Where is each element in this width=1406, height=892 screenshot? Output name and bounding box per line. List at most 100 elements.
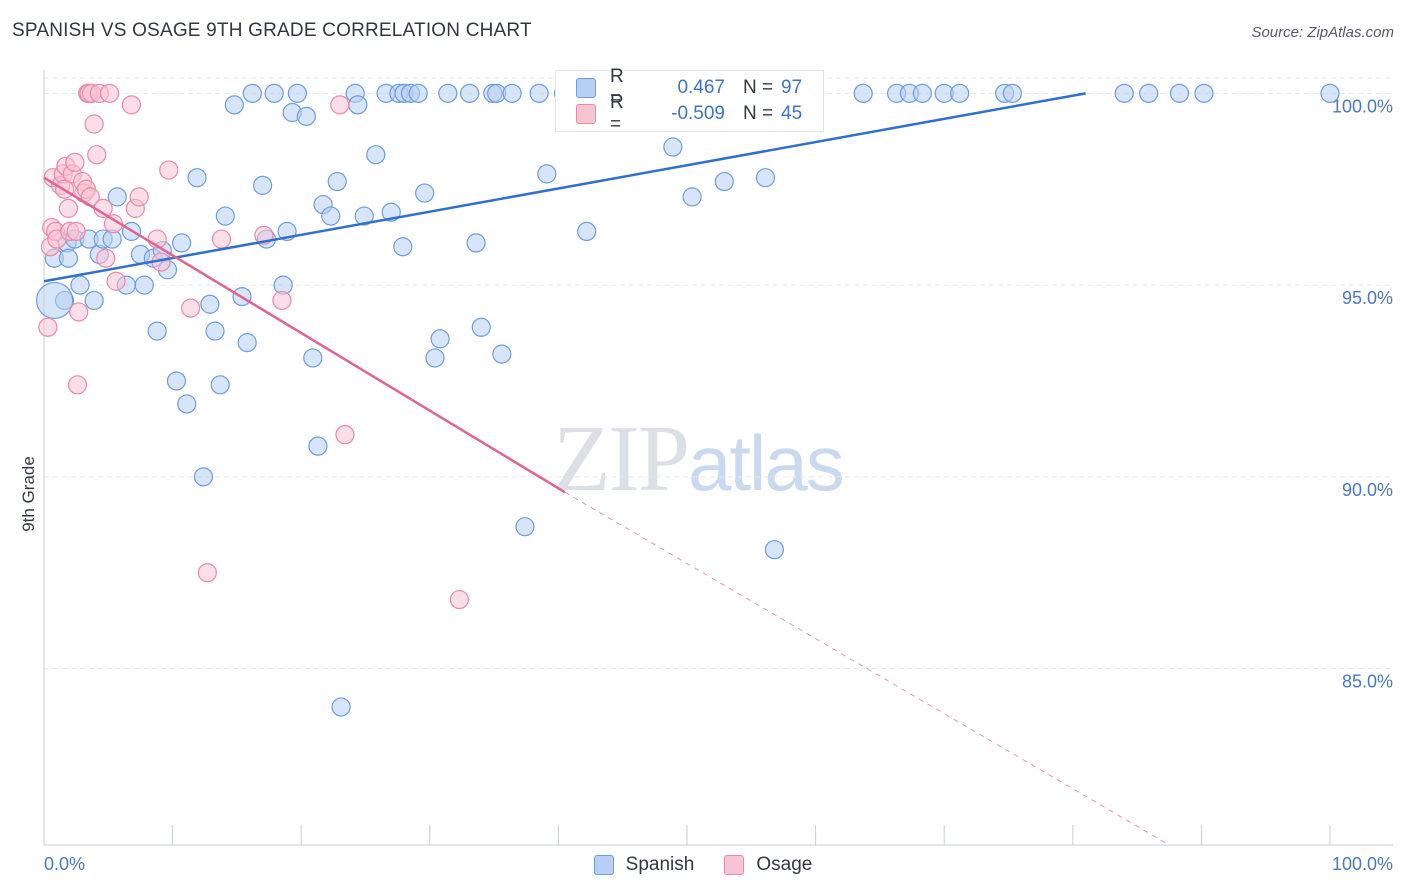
n-label: N =	[743, 77, 774, 98]
osage-point	[66, 221, 86, 241]
spanish-point	[177, 394, 197, 414]
spanish-point	[515, 517, 535, 537]
y-tick-label: 90.0%	[1342, 480, 1393, 500]
spanish-point	[237, 333, 257, 353]
watermark-zip: ZIP	[553, 407, 690, 511]
spanish-n-value: 97	[781, 77, 803, 98]
legend-row-spanish: R = 0.467 N = 97	[576, 66, 803, 109]
spanish-point	[107, 187, 127, 207]
osage-point	[58, 198, 79, 218]
spanish-point	[172, 233, 192, 253]
spanish-point	[308, 436, 328, 456]
spanish-point	[287, 83, 307, 103]
spanish-point	[166, 371, 187, 391]
spanish-point	[134, 275, 154, 295]
x-tick-label-max: 100.0%	[1332, 854, 1393, 874]
osage-point	[67, 375, 88, 395]
spanish-point	[200, 294, 220, 314]
spanish-legend-swatch	[593, 855, 614, 875]
spanish-point	[1002, 83, 1022, 103]
osage-point	[159, 160, 179, 180]
spanish-point	[438, 83, 458, 103]
osage-point	[106, 271, 126, 291]
osage-point	[181, 298, 201, 318]
grid	[44, 77, 1393, 670]
osage-point	[99, 83, 120, 103]
legend-item-osage[interactable]: Osage	[724, 854, 812, 876]
spanish-points	[35, 83, 1340, 717]
osage-point	[211, 229, 232, 249]
ticks: 85.0% 90.0% 95.0% 100.0%	[1332, 96, 1393, 691]
spanish-point	[253, 175, 273, 195]
spanish-point	[529, 83, 549, 103]
spanish-point	[764, 540, 785, 560]
series-legend: Spanish Osage	[0, 852, 1406, 878]
y-axis-title: 9th Grade	[19, 456, 38, 532]
stats-legend: R = 0.467 N = 97 R = -0.509 N = 45	[555, 66, 824, 135]
spanish-point	[502, 83, 522, 103]
source-label: Source: ZipAtlas.com	[1251, 24, 1394, 41]
osage-point	[272, 290, 292, 311]
chart-title: SPANISH VS OSAGE 9TH GRADE CORRELATION C…	[12, 20, 532, 41]
spanish-point	[331, 697, 351, 717]
spanish-point	[187, 168, 207, 188]
osage-trend-extension	[564, 491, 1170, 846]
spanish-point	[1169, 83, 1190, 103]
spanish-point	[1114, 83, 1134, 103]
spanish-point	[460, 83, 480, 103]
osage-trend-line	[43, 176, 566, 494]
spanish-point	[1139, 83, 1159, 103]
spanish-point	[492, 344, 512, 364]
spanish-point	[950, 83, 970, 103]
spanish-point	[682, 187, 702, 207]
osage-point	[129, 187, 149, 207]
spanish-point	[853, 83, 873, 103]
osage-legend-swatch	[724, 855, 745, 875]
spanish-point	[193, 467, 214, 487]
spanish-point	[912, 83, 932, 103]
osage-legend-label: Osage	[756, 854, 813, 875]
osage-point	[65, 152, 85, 172]
spanish-point	[354, 206, 374, 226]
spanish-point	[1194, 83, 1214, 103]
osage-point	[449, 589, 469, 610]
spanish-point	[755, 168, 776, 188]
spanish-point	[466, 233, 486, 253]
osage-point	[69, 302, 89, 322]
spanish-point	[425, 348, 445, 368]
spanish-point	[242, 83, 262, 103]
spanish-point-cluster	[35, 281, 74, 320]
spanish-point	[264, 83, 284, 103]
spanish-point	[147, 321, 167, 341]
spanish-point	[415, 183, 435, 203]
n-label: N =	[743, 103, 774, 124]
y-tick-label: 85.0%	[1342, 672, 1393, 692]
spanish-point	[663, 137, 683, 157]
spanish-point	[1320, 83, 1340, 103]
osage-point	[96, 248, 116, 268]
spanish-point	[714, 171, 734, 192]
spanish-point	[471, 317, 491, 337]
r-label: R =	[610, 92, 624, 135]
r-label: R =	[610, 66, 624, 109]
spanish-point	[430, 329, 450, 349]
watermark: ZIPatlas	[553, 404, 845, 513]
trend-lines	[43, 92, 1170, 846]
spanish-swatch	[576, 78, 596, 98]
spanish-point	[58, 248, 79, 268]
spanish-point	[537, 164, 557, 184]
legend-item-spanish[interactable]: Spanish	[593, 854, 695, 876]
osage-point	[197, 563, 217, 583]
spanish-point	[215, 206, 235, 226]
osage-r-value: -0.509	[671, 103, 725, 124]
spanish-point	[303, 348, 323, 368]
spanish-legend-label: Spanish	[625, 854, 695, 875]
spanish-point	[366, 145, 386, 165]
osage-point	[330, 95, 350, 115]
spanish-point	[70, 275, 90, 295]
spanish-point	[210, 375, 230, 395]
spanish-point	[84, 290, 104, 311]
spanish-trend-line	[43, 92, 1086, 283]
osage-point	[87, 145, 107, 165]
